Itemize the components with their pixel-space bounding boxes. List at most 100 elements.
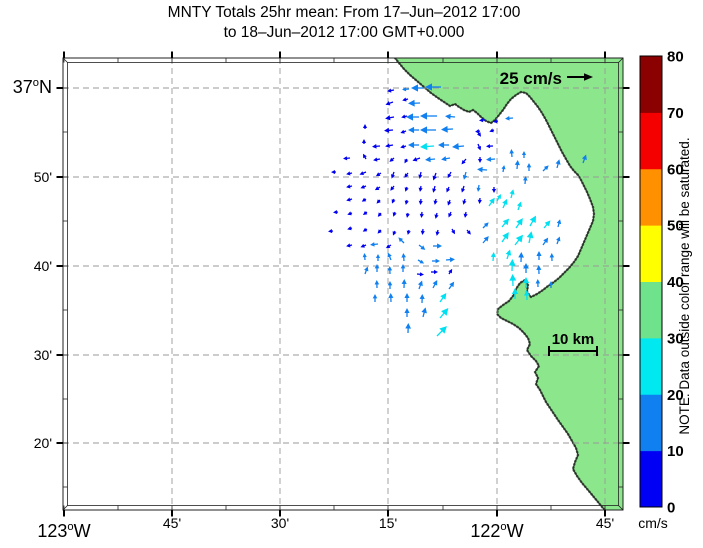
velocity-arrow xyxy=(374,264,380,272)
latitude-tick-label: 37oN xyxy=(13,77,52,97)
velocity-arrow xyxy=(420,112,437,120)
velocity-arrow xyxy=(405,212,410,218)
velocity-arrow xyxy=(431,269,438,275)
velocity-arrow xyxy=(462,171,468,180)
velocity-arrow xyxy=(398,237,405,244)
colorbar-segment xyxy=(640,56,662,113)
velocity-arrow xyxy=(486,144,494,149)
velocity-arrow xyxy=(362,124,368,129)
velocity-arrow xyxy=(419,294,425,304)
velocity-arrow xyxy=(384,127,394,133)
colorbar-tick-label: 80 xyxy=(667,49,684,66)
velocity-arrow xyxy=(363,153,367,160)
velocity-arrow xyxy=(411,84,424,92)
colorbar-segment xyxy=(640,168,662,226)
velocity-arrow xyxy=(360,243,367,248)
velocity-arrow xyxy=(404,186,409,192)
colorbar-border xyxy=(639,55,663,508)
land-fill xyxy=(395,58,623,510)
latitude-tick-label: 50' xyxy=(34,169,52,185)
colorbar-tick-label: 60 xyxy=(667,161,684,178)
velocity-arrow xyxy=(387,266,393,275)
velocity-arrow xyxy=(448,268,453,275)
velocity-arrow xyxy=(404,199,409,205)
velocity-arrow xyxy=(488,197,495,207)
colorbar: 0 10 20 30 40 50 60 70 80 xyxy=(639,49,684,517)
velocity-arrow xyxy=(435,229,440,236)
velocity-arrow xyxy=(387,88,395,93)
longitude-tick-label: 122oW xyxy=(470,521,523,541)
colorbar-segment xyxy=(640,394,662,452)
velocity-arrow xyxy=(419,211,424,218)
velocity-arrow xyxy=(362,210,368,215)
velocity-arrow xyxy=(446,186,451,193)
velocity-arrow xyxy=(347,211,353,216)
velocity-arrow xyxy=(490,252,496,262)
velocity-arrow xyxy=(493,119,499,124)
frame-inner xyxy=(67,62,619,506)
velocity-arrow xyxy=(343,156,351,161)
velocity-arrow xyxy=(489,128,495,133)
velocity-arrow xyxy=(543,220,551,229)
velocity-arrow xyxy=(400,129,407,134)
velocity-arrow xyxy=(477,143,482,151)
velocity-arrow xyxy=(406,113,419,121)
velocity-arrow xyxy=(542,165,549,172)
latitude-tick-label: 40' xyxy=(34,258,52,274)
velocity-arrow xyxy=(418,198,423,205)
velocity-arrow xyxy=(448,211,453,218)
velocity-arrow xyxy=(346,184,353,189)
velocity-arrow xyxy=(439,308,449,319)
coastline-stipple xyxy=(393,58,607,510)
velocity-arrow xyxy=(447,199,452,206)
velocity-arrow xyxy=(390,185,395,191)
velocity-arrow xyxy=(556,219,562,228)
velocity-arrow xyxy=(376,199,381,204)
velocity-arrow xyxy=(402,97,409,102)
reference-arrow-head xyxy=(584,73,593,81)
velocity-arrow xyxy=(451,228,455,235)
velocity-arrow xyxy=(509,149,514,158)
velocity-arrow xyxy=(508,259,516,272)
velocity-arrow xyxy=(406,229,411,235)
velocity-arrow xyxy=(346,197,353,202)
velocity-arrow xyxy=(361,139,367,144)
velocity-arrow xyxy=(526,163,532,171)
velocity-arrow xyxy=(434,212,439,219)
longitude-tick-label: 45' xyxy=(596,515,614,531)
velocity-arrow xyxy=(404,308,410,317)
velocity-arrow xyxy=(401,279,407,289)
plot-title-line2: to 18–Jun–2012 17:00 GMT+0.000 xyxy=(223,24,465,41)
velocity-arrow xyxy=(400,264,406,272)
velocity-arrow xyxy=(536,251,542,260)
velocity-arrow xyxy=(447,171,452,179)
velocity-arrow xyxy=(445,113,456,120)
velocity-arrow xyxy=(392,230,397,236)
velocity-arrow xyxy=(374,280,380,289)
velocity-arrow xyxy=(359,171,367,176)
velocity-arrow xyxy=(333,210,339,215)
velocity-arrow xyxy=(391,198,396,204)
velocity-arrow xyxy=(401,253,406,262)
velocity-arrow xyxy=(501,232,509,243)
velocity-arrow xyxy=(511,288,519,299)
velocity-arrow xyxy=(425,156,436,163)
longitude-labels: 123oW 45' 30' 15' 122oW 45' xyxy=(37,515,614,541)
velocity-arrow xyxy=(452,143,465,150)
velocity-arrow xyxy=(387,252,392,261)
velocity-arrow xyxy=(361,197,367,202)
longitude-tick-label: 30' xyxy=(271,515,289,531)
longitude-tick-label: 45' xyxy=(163,515,181,531)
velocity-arrow xyxy=(418,185,423,192)
velocity-arrow xyxy=(496,194,501,202)
velocity-arrow xyxy=(526,231,534,244)
velocity-arrow xyxy=(346,243,353,248)
colorbar-segment xyxy=(640,450,662,508)
velocity-arrow xyxy=(347,226,353,231)
velocity-arrow xyxy=(387,281,393,289)
velocity-arrow xyxy=(536,265,542,275)
velocity-arrow xyxy=(477,166,488,173)
velocity-arrow xyxy=(461,185,466,193)
velocity-arrow xyxy=(370,242,379,247)
velocity-arrow xyxy=(392,211,397,217)
